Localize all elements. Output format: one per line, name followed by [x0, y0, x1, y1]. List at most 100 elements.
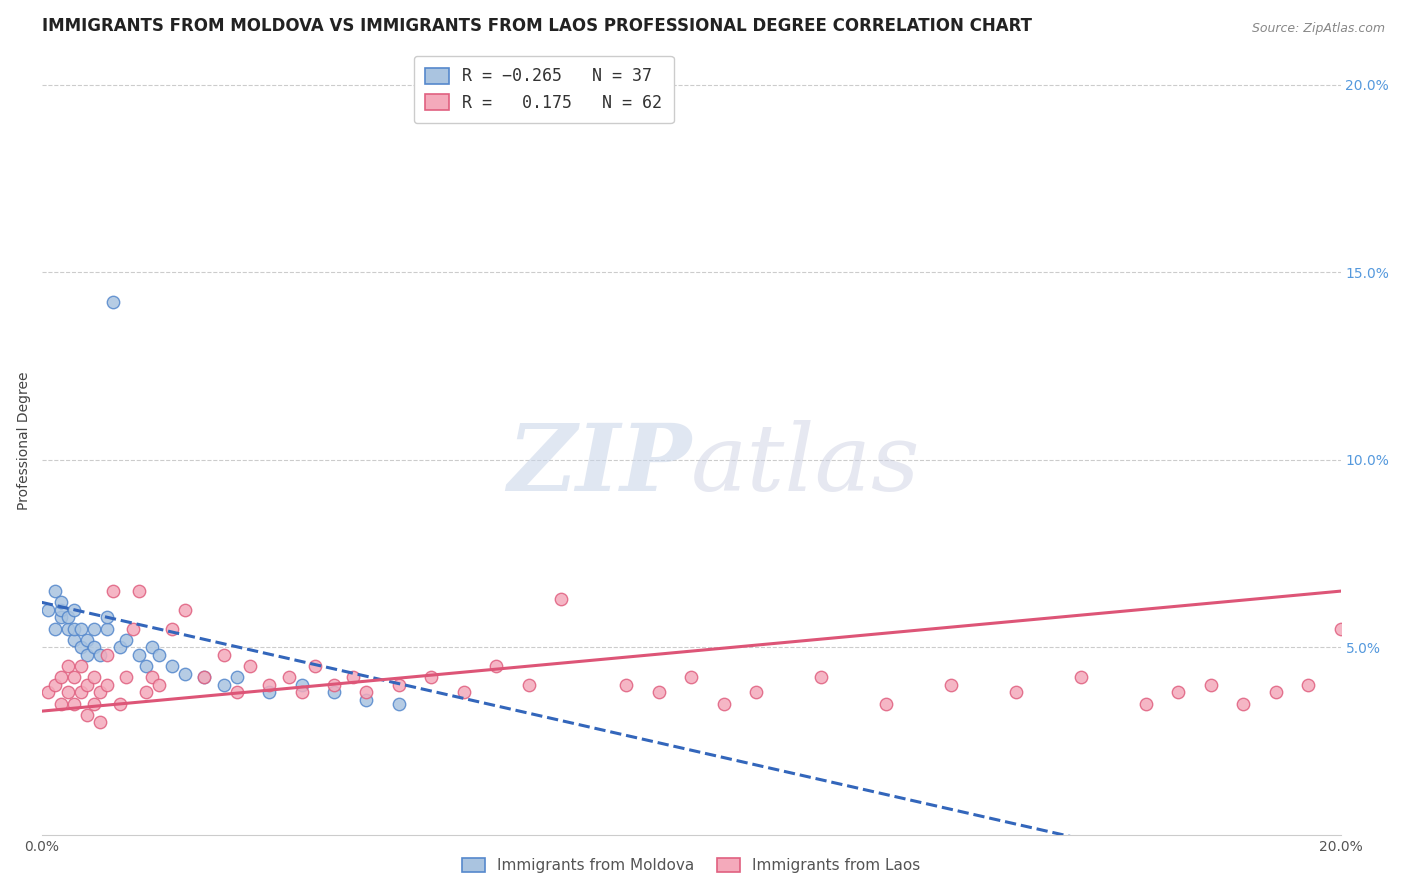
Point	[193, 670, 215, 684]
Point	[290, 685, 312, 699]
Point	[69, 685, 91, 699]
Point	[939, 678, 962, 692]
Point	[193, 670, 215, 684]
Point	[37, 603, 59, 617]
Point	[1135, 697, 1157, 711]
Point	[173, 666, 195, 681]
Point	[108, 640, 131, 655]
Point	[1232, 697, 1254, 711]
Point	[342, 670, 364, 684]
Point	[89, 648, 111, 662]
Point	[51, 595, 73, 609]
Point	[96, 678, 118, 692]
Point	[160, 622, 183, 636]
Point	[290, 678, 312, 692]
Point	[517, 678, 540, 692]
Point	[37, 685, 59, 699]
Point	[225, 670, 247, 684]
Point	[44, 584, 66, 599]
Point	[69, 622, 91, 636]
Point	[160, 659, 183, 673]
Point	[1167, 685, 1189, 699]
Point	[63, 670, 86, 684]
Point	[128, 648, 150, 662]
Point	[212, 648, 235, 662]
Text: ZIP: ZIP	[508, 420, 692, 509]
Point	[76, 707, 98, 722]
Point	[115, 632, 138, 647]
Point	[63, 622, 86, 636]
Y-axis label: Professional Degree: Professional Degree	[17, 372, 31, 510]
Point	[239, 659, 262, 673]
Point	[56, 685, 79, 699]
Point	[56, 610, 79, 624]
Point	[63, 603, 86, 617]
Point	[1264, 685, 1286, 699]
Point	[51, 697, 73, 711]
Point	[420, 670, 443, 684]
Text: IMMIGRANTS FROM MOLDOVA VS IMMIGRANTS FROM LAOS PROFESSIONAL DEGREE CORRELATION : IMMIGRANTS FROM MOLDOVA VS IMMIGRANTS FR…	[42, 17, 1032, 35]
Point	[56, 659, 79, 673]
Point	[89, 685, 111, 699]
Point	[257, 685, 280, 699]
Point	[681, 670, 703, 684]
Point	[83, 697, 105, 711]
Point	[388, 678, 411, 692]
Point	[76, 678, 98, 692]
Point	[76, 648, 98, 662]
Point	[83, 640, 105, 655]
Point	[83, 622, 105, 636]
Point	[69, 640, 91, 655]
Point	[1199, 678, 1222, 692]
Point	[135, 685, 157, 699]
Point	[277, 670, 299, 684]
Point	[103, 295, 125, 310]
Point	[69, 659, 91, 673]
Legend: Immigrants from Moldova, Immigrants from Laos: Immigrants from Moldova, Immigrants from…	[453, 848, 929, 882]
Point	[103, 584, 125, 599]
Point	[745, 685, 768, 699]
Point	[323, 685, 346, 699]
Point	[115, 670, 138, 684]
Point	[485, 659, 508, 673]
Point	[257, 678, 280, 692]
Text: Source: ZipAtlas.com: Source: ZipAtlas.com	[1251, 22, 1385, 36]
Point	[51, 610, 73, 624]
Point	[141, 640, 163, 655]
Point	[135, 659, 157, 673]
Point	[1070, 670, 1092, 684]
Point	[96, 622, 118, 636]
Point	[89, 715, 111, 730]
Point	[810, 670, 832, 684]
Point	[356, 693, 378, 707]
Point	[614, 678, 637, 692]
Point	[63, 697, 86, 711]
Point	[51, 603, 73, 617]
Point	[875, 697, 897, 711]
Point	[304, 659, 326, 673]
Point	[1005, 685, 1028, 699]
Point	[713, 697, 735, 711]
Point	[1329, 622, 1351, 636]
Point	[550, 591, 572, 606]
Point	[128, 584, 150, 599]
Point	[83, 670, 105, 684]
Point	[173, 603, 195, 617]
Point	[108, 697, 131, 711]
Point	[141, 670, 163, 684]
Point	[212, 678, 235, 692]
Text: atlas: atlas	[692, 420, 921, 509]
Point	[453, 685, 475, 699]
Point	[51, 670, 73, 684]
Point	[1296, 678, 1319, 692]
Point	[44, 622, 66, 636]
Point	[96, 648, 118, 662]
Point	[225, 685, 247, 699]
Point	[388, 697, 411, 711]
Point	[648, 685, 671, 699]
Point	[356, 685, 378, 699]
Point	[56, 622, 79, 636]
Point	[76, 632, 98, 647]
Point	[63, 632, 86, 647]
Point	[44, 678, 66, 692]
